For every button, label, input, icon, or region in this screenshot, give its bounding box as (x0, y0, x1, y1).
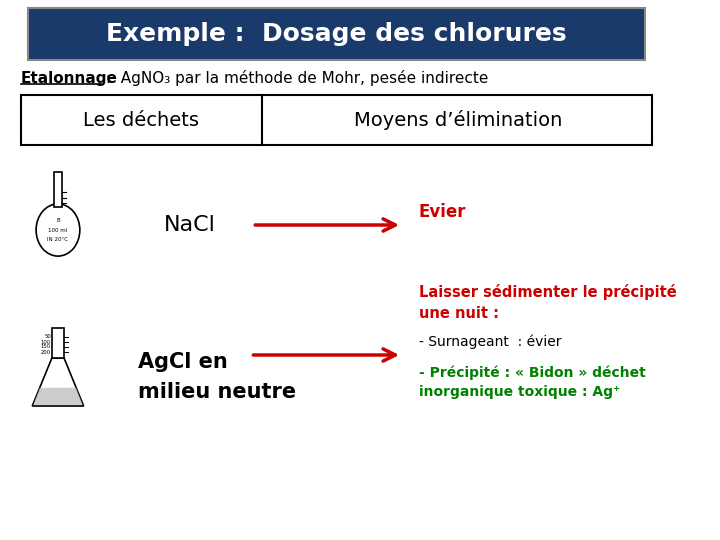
Bar (52, 328, 64, 358)
Text: :  AgNO₃ par la méthode de Mohr, pesée indirecte: : AgNO₃ par la méthode de Mohr, pesée in… (101, 70, 488, 86)
Text: Etalonnage: Etalonnage (21, 71, 117, 85)
Text: Exemple :  Dosage des chlorures: Exemple : Dosage des chlorures (107, 22, 567, 46)
Text: NaCl: NaCl (163, 215, 215, 235)
Text: Laisser sédimenter le précipité
une nuit :: Laisser sédimenter le précipité une nuit… (419, 284, 677, 321)
Text: Moyens d’élimination: Moyens d’élimination (354, 110, 562, 130)
Polygon shape (33, 388, 83, 405)
Bar (28, 8, 645, 60)
Text: - Précipité : « Bidon » déchet
inorganique toxique : Ag⁺: - Précipité : « Bidon » déchet inorganiq… (419, 365, 646, 399)
Text: - Surnageant  : évier: - Surnageant : évier (419, 335, 562, 349)
Bar (54, 172, 62, 207)
Bar (21, 95, 652, 145)
Ellipse shape (36, 204, 80, 256)
Text: AgCl en
milieu neutre: AgCl en milieu neutre (138, 352, 297, 402)
Text: B: B (56, 218, 60, 223)
Text: 50: 50 (44, 334, 51, 340)
Polygon shape (32, 358, 84, 406)
Text: 100: 100 (41, 340, 51, 345)
Text: 150: 150 (41, 345, 51, 349)
Text: 200: 200 (41, 349, 51, 354)
Text: 100 ml: 100 ml (48, 227, 68, 233)
Text: Evier: Evier (419, 203, 467, 221)
Text: Les déchets: Les déchets (83, 111, 199, 130)
Text: IN 20°C: IN 20°C (48, 237, 68, 242)
